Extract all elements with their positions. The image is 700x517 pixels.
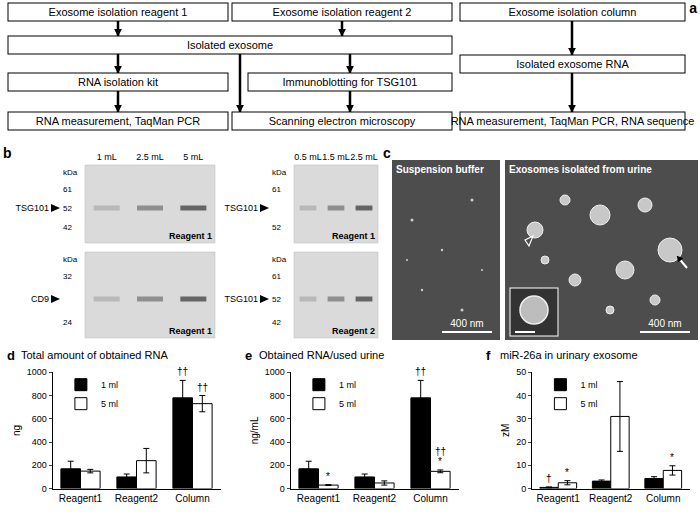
svg-text:200: 200 (32, 460, 47, 470)
svg-text:0.5 mL: 0.5 mL (294, 152, 322, 162)
svg-text:CD9: CD9 (31, 294, 49, 304)
svg-text:2.5 mL: 2.5 mL (136, 152, 164, 162)
svg-text:42: 42 (63, 223, 72, 232)
svg-text:Reagent 1: Reagent 1 (169, 231, 212, 241)
svg-text:50: 50 (516, 367, 526, 377)
svg-text:Obtained RNA/used urine: Obtained RNA/used urine (259, 349, 384, 361)
svg-text:1000: 1000 (27, 367, 47, 377)
svg-text:10: 10 (516, 460, 526, 470)
svg-text:61: 61 (272, 272, 281, 281)
svg-text:52: 52 (272, 223, 281, 232)
svg-text:5 mL: 5 mL (183, 152, 203, 162)
svg-text:†: † (546, 473, 552, 484)
svg-text:RNA measurement, TaqMan PCR, R: RNA measurement, TaqMan PCR, RNA sequenc… (451, 115, 695, 127)
svg-text:Isolated exosome: Isolated exosome (187, 39, 273, 51)
svg-text:Reagent 1: Reagent 1 (332, 231, 375, 241)
svg-text:miR-26a in urinary exosome: miR-26a in urinary exosome (500, 349, 638, 361)
svg-text:b: b (3, 145, 12, 161)
svg-text:zM: zM (500, 424, 511, 437)
svg-text:Exosome isolation reagent 2: Exosome isolation reagent 2 (273, 6, 412, 18)
svg-text:400 nm: 400 nm (648, 318, 681, 329)
svg-text:800: 800 (32, 391, 47, 401)
svg-text:RNA measurement, TaqMan PCR: RNA measurement, TaqMan PCR (36, 115, 200, 127)
svg-text:Exosome isolation column: Exosome isolation column (509, 6, 637, 18)
svg-text:1000: 1000 (265, 367, 285, 377)
svg-text:400: 400 (32, 437, 47, 447)
svg-text:600: 600 (32, 414, 47, 424)
svg-text:Exosomes isolated from urine: Exosomes isolated from urine (509, 164, 652, 175)
svg-text:*: * (438, 456, 442, 467)
svg-text:Suspension buffer: Suspension buffer (396, 164, 484, 175)
svg-text:kDa: kDa (272, 255, 287, 264)
svg-text:Reagent1: Reagent1 (537, 493, 581, 504)
svg-text:2.5 mL: 2.5 mL (350, 152, 378, 162)
svg-text:TSG101: TSG101 (15, 203, 49, 213)
svg-text:30: 30 (516, 414, 526, 424)
svg-text:TSG101: TSG101 (224, 203, 258, 213)
svg-text:e: e (245, 348, 252, 363)
svg-text:kDa: kDa (63, 168, 78, 177)
svg-text:800: 800 (270, 391, 285, 401)
svg-text:Isolated exosome RNA: Isolated exosome RNA (516, 58, 629, 70)
svg-text:32: 32 (63, 272, 72, 281)
svg-text:61: 61 (272, 185, 281, 194)
svg-text:a: a (689, 0, 697, 16)
svg-text:Reagent 2: Reagent 2 (332, 326, 375, 336)
svg-text:††: †† (415, 366, 426, 377)
svg-text:0: 0 (280, 484, 285, 494)
svg-text:Reagent 1: Reagent 1 (169, 326, 212, 336)
svg-text:c: c (383, 145, 391, 161)
svg-text:5 ml: 5 ml (339, 399, 356, 409)
svg-text:0: 0 (521, 484, 526, 494)
svg-text:52: 52 (272, 295, 281, 304)
svg-text:Reagent2: Reagent2 (589, 493, 633, 504)
svg-text:Exosome isolation reagent 1: Exosome isolation reagent 1 (49, 6, 188, 18)
svg-text:*: * (326, 471, 330, 482)
svg-text:400: 400 (270, 437, 285, 447)
svg-text:††: †† (435, 446, 446, 457)
svg-text:42: 42 (272, 318, 281, 327)
svg-text:Reagent1: Reagent1 (297, 493, 341, 504)
svg-text:Total amount of obtained RNA: Total amount of obtained RNA (21, 349, 168, 361)
svg-text:1 ml: 1 ml (339, 380, 356, 390)
svg-text:kDa: kDa (63, 255, 78, 264)
svg-text:*: * (565, 467, 569, 478)
svg-text:ng/mL: ng/mL (249, 416, 260, 444)
svg-text:d: d (7, 348, 15, 363)
svg-text:Immunoblotting for TSG101: Immunoblotting for TSG101 (283, 76, 418, 88)
svg-text:ng: ng (11, 425, 22, 436)
svg-text:5 ml: 5 ml (580, 399, 597, 409)
svg-text:1 ml: 1 ml (101, 380, 118, 390)
svg-text:61: 61 (63, 185, 72, 194)
svg-text:Column: Column (413, 493, 447, 504)
svg-text:f: f (486, 348, 491, 363)
svg-text:kDa: kDa (272, 168, 287, 177)
svg-text:Column: Column (646, 493, 680, 504)
svg-text:400 nm: 400 nm (450, 318, 483, 329)
svg-text:Reagent1: Reagent1 (59, 493, 103, 504)
svg-text:0: 0 (42, 484, 47, 494)
svg-text:*: * (670, 452, 674, 463)
svg-text:Column: Column (175, 493, 209, 504)
svg-text:40: 40 (516, 391, 526, 401)
svg-text:52: 52 (63, 204, 72, 213)
svg-text:200: 200 (270, 460, 285, 470)
svg-text:24: 24 (63, 318, 72, 327)
svg-text:1 mL: 1 mL (97, 152, 117, 162)
svg-text:Reagent2: Reagent2 (115, 493, 159, 504)
svg-text:††: †† (177, 366, 188, 377)
svg-text:TSG101: TSG101 (224, 294, 258, 304)
svg-text:1 ml: 1 ml (580, 380, 597, 390)
svg-text:20: 20 (516, 437, 526, 447)
svg-text:RNA isolation kit: RNA isolation kit (78, 76, 158, 88)
svg-text:Reagent2: Reagent2 (353, 493, 397, 504)
svg-text:Scanning electron microscopy: Scanning electron microscopy (269, 115, 416, 127)
svg-text:600: 600 (270, 414, 285, 424)
svg-text:1.5 mL: 1.5 mL (322, 152, 350, 162)
svg-text:5 ml: 5 ml (101, 399, 118, 409)
svg-text:††: †† (197, 382, 208, 393)
